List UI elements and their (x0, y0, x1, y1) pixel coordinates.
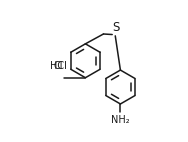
Text: HCl: HCl (50, 61, 67, 71)
Text: Cl: Cl (54, 61, 63, 71)
Text: S: S (112, 21, 120, 34)
Text: NH₂: NH₂ (111, 115, 130, 125)
